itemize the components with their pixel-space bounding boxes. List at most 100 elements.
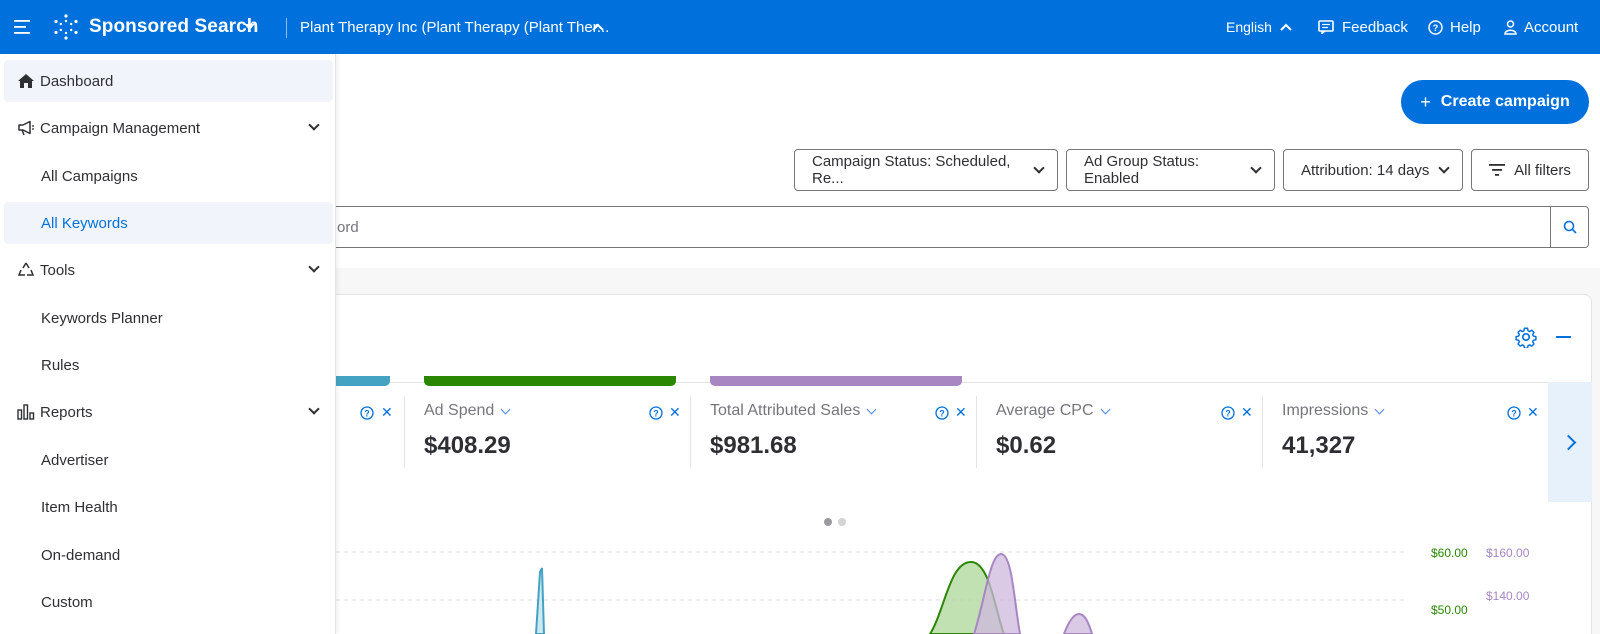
metric-card-partial[interactable]: ? ✕ xyxy=(300,376,404,484)
help-icon[interactable]: ? xyxy=(935,406,949,420)
top-bar: Sponsored Search Plant Therapy Inc (Plan… xyxy=(0,0,1600,54)
sidebar: Dashboard Campaign Management All Campai… xyxy=(0,54,336,634)
svg-text:?: ? xyxy=(1225,409,1231,419)
create-campaign-button[interactable]: + Create campaign xyxy=(1401,80,1589,124)
keyword-search-input[interactable]: ord xyxy=(300,206,1551,248)
sidebar-item-campaign-management[interactable]: Campaign Management xyxy=(4,107,333,149)
metric-label: Average CPC xyxy=(996,402,1094,419)
search-button[interactable] xyxy=(1551,206,1589,248)
help-icon[interactable]: ? xyxy=(360,406,374,420)
metric-color-bar xyxy=(300,376,390,386)
sidebar-item-advertiser[interactable]: Advertiser xyxy=(4,439,333,481)
close-icon[interactable]: ✕ xyxy=(955,404,967,420)
sidebar-item-keywords-planner[interactable]: Keywords Planner xyxy=(4,297,333,339)
series-sales xyxy=(972,552,1022,634)
all-filters-button[interactable]: All filters xyxy=(1471,149,1589,191)
metric-selector[interactable]: Impressions xyxy=(1282,402,1385,420)
metric-value: $408.29 xyxy=(424,432,511,459)
sidebar-item-item-health[interactable]: Item Health xyxy=(4,486,333,528)
feedback-button[interactable]: Feedback xyxy=(1318,0,1408,54)
chevron-down-icon xyxy=(1250,162,1262,174)
sidebar-item-label: Campaign Management xyxy=(40,119,201,137)
attribution-filter-label: Attribution: 14 days xyxy=(1301,161,1430,179)
metric-color-bar xyxy=(710,376,962,386)
language-selector[interactable]: English xyxy=(1226,19,1272,35)
campaign-status-filter-label: Campaign Status: Scheduled, Re... xyxy=(812,153,1011,187)
help-icon: ? xyxy=(1428,19,1443,35)
chevron-up-icon[interactable] xyxy=(592,0,604,54)
chevron-down-icon xyxy=(1374,404,1385,414)
campaign-status-filter[interactable]: Campaign Status: Scheduled, Re... xyxy=(794,149,1058,191)
close-icon[interactable]: ✕ xyxy=(669,404,681,420)
chevron-down-icon xyxy=(1438,162,1450,174)
divider xyxy=(286,18,287,38)
metric-value: $0.62 xyxy=(996,432,1057,459)
help-icon[interactable]: ? xyxy=(1507,406,1521,420)
sidebar-item-tools[interactable]: Tools xyxy=(4,249,333,291)
caret-down-icon[interactable] xyxy=(244,0,255,54)
sidebar-item-dashboard[interactable]: Dashboard xyxy=(4,60,333,102)
close-icon[interactable]: ✕ xyxy=(381,404,393,420)
carousel-dot[interactable] xyxy=(838,518,846,526)
carousel-next-button[interactable] xyxy=(1548,382,1592,502)
help-label: Help xyxy=(1450,18,1481,36)
metric-separator xyxy=(690,396,691,468)
chevron-down-icon xyxy=(1100,404,1110,414)
spark-logo-icon xyxy=(52,0,80,54)
chevron-down-icon xyxy=(308,261,320,273)
ad-group-status-filter[interactable]: Ad Group Status: Enabled xyxy=(1066,149,1275,191)
help-button[interactable]: ? Help xyxy=(1428,0,1481,54)
sidebar-item-custom[interactable]: Custom xyxy=(4,581,333,623)
menu-icon[interactable] xyxy=(14,0,38,54)
feedback-icon xyxy=(1318,20,1334,34)
chevron-down-icon xyxy=(308,119,320,131)
settings-gear-icon[interactable] xyxy=(1515,326,1537,353)
metric-card-total-attributed-sales[interactable]: Total Attributed Sales $981.68 ? ✕ xyxy=(690,376,976,484)
collapse-icon[interactable] xyxy=(1556,336,1571,338)
help-icon[interactable]: ? xyxy=(1221,406,1235,420)
metric-card-ad-spend[interactable]: Ad Spend $408.29 ? ✕ xyxy=(404,376,690,484)
metric-selector[interactable]: Average CPC xyxy=(996,402,1110,420)
sidebar-item-label: On-demand xyxy=(41,546,121,564)
y-tick-left: $60.00 xyxy=(1431,546,1468,560)
performance-chart xyxy=(336,551,1406,634)
close-icon[interactable]: ✕ xyxy=(1527,404,1539,420)
metric-card-average-cpc[interactable]: Average CPC $0.62 ? ✕ xyxy=(976,382,1262,484)
metric-value: $981.68 xyxy=(710,432,797,459)
y-tick-right: $140.00 xyxy=(1486,589,1530,603)
account-selector[interactable]: Plant Therapy Inc (Plant Therapy (Plant … xyxy=(300,18,610,36)
sidebar-item-all-campaigns[interactable]: All Campaigns xyxy=(4,155,333,197)
help-icon[interactable]: ? xyxy=(649,406,663,420)
close-icon[interactable]: ✕ xyxy=(1241,404,1253,420)
metric-separator xyxy=(976,396,977,468)
metric-label: Ad Spend xyxy=(424,402,495,419)
chevron-right-icon xyxy=(1560,434,1576,450)
sidebar-item-rules[interactable]: Rules xyxy=(4,344,333,386)
sidebar-item-all-keywords[interactable]: All Keywords xyxy=(4,202,333,244)
account-button[interactable]: Account xyxy=(1504,0,1578,54)
series-sales xyxy=(1062,612,1094,634)
sidebar-item-label: Tools xyxy=(40,261,76,279)
filter-icon xyxy=(1489,164,1506,176)
carousel-pagination xyxy=(824,518,846,526)
sidebar-item-label: Rules xyxy=(41,356,80,374)
metric-card-impressions[interactable]: Impressions 41,327 ? ✕ xyxy=(1262,382,1548,484)
carousel-dot[interactable] xyxy=(824,518,832,526)
sidebar-item-label: Custom xyxy=(41,593,93,611)
metric-selector[interactable]: Total Attributed Sales xyxy=(710,402,877,420)
metric-color-bar xyxy=(424,376,676,386)
chevron-up-icon[interactable] xyxy=(1280,0,1292,54)
sidebar-item-label: Advertiser xyxy=(41,451,109,469)
chevron-down-icon xyxy=(866,404,877,414)
metric-separator xyxy=(1262,396,1263,468)
metric-selector[interactable]: Ad Spend xyxy=(424,402,511,420)
attribution-filter[interactable]: Attribution: 14 days xyxy=(1283,149,1463,191)
account-label: Account xyxy=(1524,18,1579,36)
metric-value: 41,327 xyxy=(1282,432,1356,459)
sidebar-item-label: Dashboard xyxy=(40,72,114,90)
sidebar-item-reports[interactable]: Reports xyxy=(4,391,333,433)
app-name[interactable]: Sponsored Search xyxy=(89,16,259,37)
sidebar-item-label: All Campaigns xyxy=(41,167,138,185)
sidebar-item-on-demand[interactable]: On-demand xyxy=(4,534,333,576)
megaphone-icon xyxy=(16,118,36,138)
